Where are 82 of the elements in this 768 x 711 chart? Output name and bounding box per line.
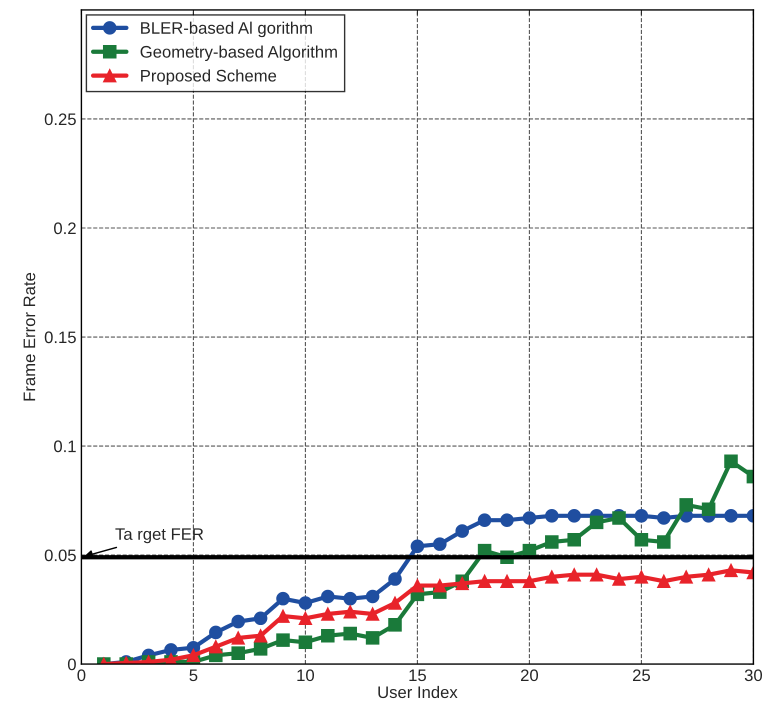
point bbox=[254, 628, 268, 642]
point bbox=[433, 537, 447, 551]
point bbox=[388, 596, 402, 610]
point bbox=[702, 568, 716, 582]
legend-label: Geometry-based Algorithm bbox=[140, 45, 337, 62]
point bbox=[724, 454, 738, 468]
point bbox=[164, 652, 178, 664]
x-tick-label: 15 bbox=[409, 670, 426, 682]
point bbox=[455, 576, 469, 590]
point bbox=[455, 524, 469, 538]
point bbox=[276, 592, 290, 606]
y-tick-label: 0.1 bbox=[54, 440, 76, 452]
point bbox=[254, 642, 268, 656]
point bbox=[231, 646, 245, 660]
point bbox=[343, 592, 357, 606]
point bbox=[164, 643, 178, 657]
point bbox=[612, 572, 626, 586]
x-tick-label: 10 bbox=[297, 669, 314, 682]
point bbox=[724, 564, 738, 578]
point bbox=[500, 513, 514, 527]
point bbox=[231, 614, 245, 628]
point bbox=[254, 612, 268, 626]
point bbox=[500, 574, 514, 588]
legend-label: BLER-based Al gorithm bbox=[141, 22, 312, 38]
point bbox=[410, 578, 424, 592]
point bbox=[186, 648, 200, 662]
point bbox=[209, 626, 223, 640]
y-tick-label: 0.05 bbox=[44, 549, 76, 562]
x-tick-label: 5 bbox=[189, 670, 198, 682]
point bbox=[298, 612, 312, 626]
point bbox=[634, 509, 648, 523]
point bbox=[276, 633, 290, 647]
point bbox=[298, 636, 312, 650]
point bbox=[321, 607, 335, 621]
point bbox=[545, 535, 559, 549]
x-tick-label: 25 bbox=[632, 669, 650, 682]
point bbox=[545, 509, 559, 523]
x-axis-title: User Index bbox=[378, 686, 458, 698]
point bbox=[567, 533, 581, 547]
point bbox=[433, 578, 447, 592]
point bbox=[478, 574, 492, 588]
point bbox=[567, 568, 581, 582]
y-tick-label: 0.25 bbox=[44, 113, 76, 126]
point bbox=[679, 570, 693, 584]
point bbox=[321, 628, 335, 642]
legend-label: Proposed Scheme bbox=[141, 69, 276, 85]
point bbox=[657, 511, 671, 525]
point bbox=[478, 513, 492, 527]
point bbox=[343, 626, 357, 640]
point bbox=[343, 604, 357, 619]
point bbox=[388, 618, 402, 632]
point bbox=[634, 570, 648, 584]
point bbox=[276, 609, 290, 623]
point bbox=[231, 631, 245, 645]
ref-line-label: Ta rget FER bbox=[115, 528, 204, 544]
y-tick-label: 0.15 bbox=[44, 331, 76, 344]
point bbox=[410, 540, 424, 554]
point bbox=[366, 631, 380, 645]
point bbox=[522, 574, 536, 588]
x-tick-label: 0 bbox=[77, 669, 86, 682]
point bbox=[298, 596, 312, 610]
point bbox=[657, 535, 671, 549]
point bbox=[634, 533, 648, 547]
point bbox=[388, 572, 402, 586]
y-tick-label: 0.2 bbox=[54, 222, 76, 234]
point bbox=[545, 570, 559, 584]
point bbox=[522, 511, 536, 525]
point bbox=[366, 590, 380, 604]
point bbox=[679, 498, 693, 512]
point bbox=[724, 509, 738, 523]
point bbox=[657, 574, 671, 588]
point bbox=[567, 509, 581, 523]
point bbox=[366, 607, 380, 621]
point bbox=[321, 590, 335, 604]
point bbox=[590, 516, 604, 530]
point bbox=[209, 640, 223, 654]
point bbox=[590, 568, 604, 582]
x-tick-label: 30 bbox=[744, 669, 762, 682]
point bbox=[702, 502, 716, 516]
y-axis-title: Frame Error Rate bbox=[24, 272, 36, 400]
x-tick-label: 20 bbox=[520, 669, 538, 682]
y-tick-label: 0 bbox=[68, 658, 76, 670]
